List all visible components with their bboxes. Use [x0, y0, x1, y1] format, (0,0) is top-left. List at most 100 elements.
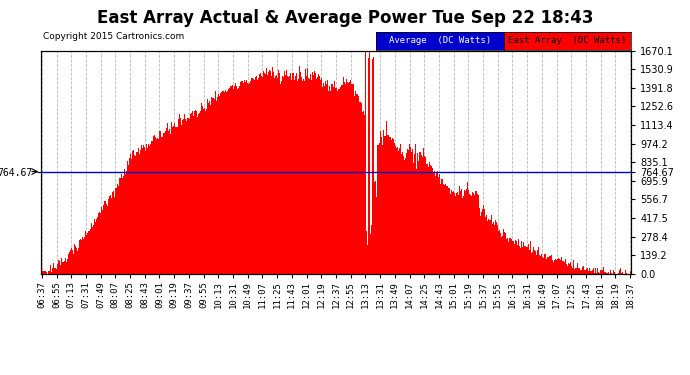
Bar: [52, 267, 53, 274]
Bar: [592, 270, 593, 274]
Bar: [395, 146, 396, 274]
Bar: [86, 235, 87, 274]
Bar: [582, 267, 583, 274]
Bar: [164, 133, 165, 274]
Bar: [181, 125, 182, 274]
Bar: [383, 130, 384, 274]
Bar: [102, 210, 103, 274]
Bar: [358, 96, 359, 274]
Bar: [409, 144, 410, 274]
Bar: [521, 241, 522, 274]
Bar: [84, 237, 85, 274]
Bar: [62, 262, 63, 274]
Bar: [41, 272, 42, 274]
Bar: [297, 81, 298, 274]
Bar: [97, 217, 98, 274]
Bar: [520, 248, 521, 274]
Bar: [423, 148, 424, 274]
Bar: [85, 231, 86, 274]
Bar: [231, 86, 232, 274]
Bar: [389, 137, 391, 274]
Bar: [359, 102, 360, 274]
Bar: [117, 184, 118, 274]
Bar: [224, 92, 225, 274]
Bar: [109, 196, 110, 274]
Bar: [274, 78, 275, 274]
Bar: [176, 127, 177, 274]
Bar: [276, 75, 277, 274]
Bar: [160, 131, 161, 274]
Bar: [348, 81, 349, 274]
Bar: [494, 225, 495, 274]
Bar: [304, 77, 305, 274]
Bar: [233, 89, 234, 274]
Bar: [154, 135, 155, 274]
Bar: [202, 106, 203, 274]
Bar: [458, 195, 459, 274]
Bar: [107, 206, 108, 274]
Bar: [441, 180, 442, 274]
Bar: [255, 77, 256, 274]
Bar: [427, 164, 428, 274]
Bar: [247, 82, 248, 274]
Bar: [484, 209, 485, 274]
Bar: [149, 146, 150, 274]
Bar: [366, 244, 367, 274]
Bar: [464, 188, 466, 274]
Bar: [400, 144, 401, 274]
Bar: [76, 249, 77, 274]
Bar: [200, 111, 201, 274]
Bar: [133, 150, 134, 274]
Bar: [79, 240, 80, 274]
Bar: [553, 260, 555, 274]
Bar: [507, 238, 508, 274]
Bar: [370, 234, 371, 274]
Bar: [322, 87, 324, 274]
Bar: [309, 79, 310, 274]
Bar: [445, 184, 446, 274]
Bar: [555, 258, 556, 274]
Bar: [466, 189, 467, 274]
Bar: [568, 263, 569, 274]
Bar: [480, 216, 481, 274]
Bar: [305, 69, 306, 274]
Bar: [145, 151, 146, 274]
Bar: [199, 113, 200, 274]
Bar: [589, 268, 590, 274]
Bar: [240, 82, 241, 274]
Bar: [254, 80, 255, 274]
Bar: [124, 169, 125, 274]
Bar: [80, 239, 81, 274]
Bar: [315, 73, 316, 274]
Bar: [602, 270, 603, 274]
Bar: [146, 144, 147, 274]
Bar: [386, 121, 387, 274]
Bar: [303, 79, 304, 274]
Bar: [584, 270, 585, 274]
Text: East Array Actual & Average Power Tue Sep 22 18:43: East Array Actual & Average Power Tue Se…: [97, 9, 593, 27]
Bar: [267, 75, 268, 274]
Bar: [477, 195, 479, 274]
Bar: [60, 265, 61, 274]
Bar: [528, 246, 529, 274]
Bar: [420, 150, 422, 274]
Bar: [100, 213, 101, 274]
Bar: [618, 273, 619, 274]
Bar: [468, 190, 469, 274]
Bar: [172, 127, 173, 274]
Bar: [168, 131, 169, 274]
Bar: [203, 109, 204, 274]
Bar: [587, 268, 588, 274]
Bar: [455, 189, 457, 274]
Bar: [131, 159, 132, 274]
Bar: [544, 254, 546, 274]
Bar: [260, 74, 262, 274]
Bar: [282, 76, 284, 274]
Bar: [384, 129, 386, 274]
Bar: [192, 111, 193, 274]
Bar: [442, 178, 444, 274]
Bar: [604, 272, 605, 274]
Bar: [94, 219, 95, 274]
Bar: [599, 273, 600, 274]
Bar: [178, 120, 179, 274]
